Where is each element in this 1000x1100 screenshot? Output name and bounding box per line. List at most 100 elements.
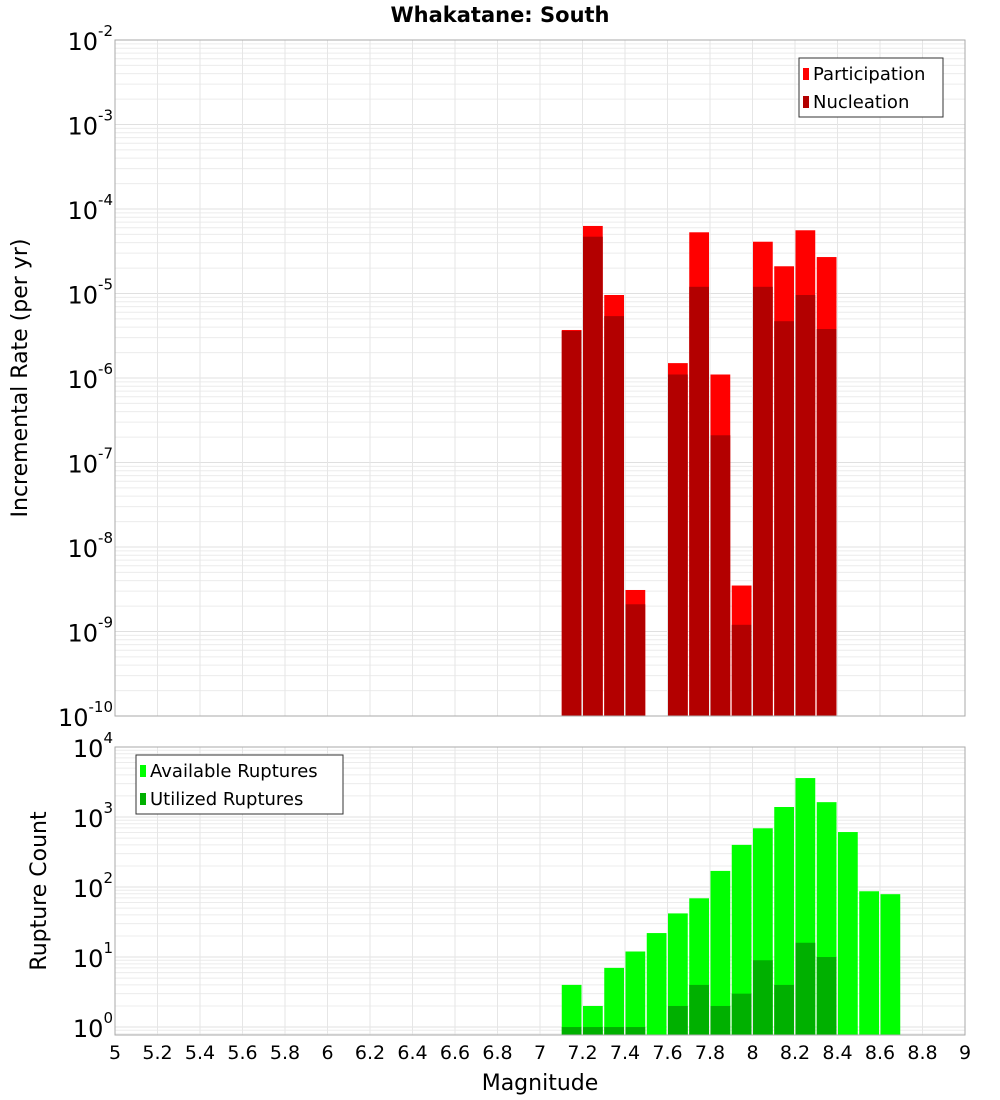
x-tick-label: 5.6 [227, 1042, 257, 1064]
y-tick-label: 10-6 [67, 360, 113, 394]
bar-nucleation [731, 624, 752, 716]
bar-utilized-ruptures [561, 1027, 582, 1035]
y-tick-exponent: -10 [89, 698, 114, 716]
legend-box [798, 57, 944, 118]
x-tick-label: 5.2 [142, 1042, 172, 1064]
plot-border [114, 746, 966, 1036]
x-tick-label: 6.6 [440, 1042, 470, 1064]
legend-swatch [140, 793, 146, 805]
x-tick-label: 8.2 [780, 1042, 810, 1064]
y-tick-label: 10-3 [67, 107, 113, 141]
top-y-axis-label: Incremental Rate (per yr) [8, 239, 33, 518]
legend-label: Nucleation [813, 92, 909, 113]
y-tick-exponent: 4 [103, 729, 113, 747]
x-tick-label: 5 [109, 1042, 121, 1064]
bar-utilized-ruptures [583, 1027, 603, 1035]
bar-nucleation [604, 316, 624, 716]
y-tick-label: 10-9 [67, 614, 113, 648]
bar-nucleation [583, 236, 603, 716]
bar-nucleation [753, 286, 773, 716]
x-tick-label: 6.2 [355, 1042, 385, 1064]
x-tick-label: 8.8 [907, 1042, 937, 1064]
bar-nucleation [625, 604, 646, 716]
x-tick-label: 8 [746, 1042, 758, 1064]
y-tick-exponent: -8 [98, 529, 113, 547]
legend-label: Utilized Ruptures [150, 789, 303, 810]
bar-utilized-ruptures [689, 984, 709, 1035]
y-tick-label: 104 [73, 729, 113, 763]
y-tick-label: 101 [73, 939, 113, 973]
y-tick-label: 10-10 [58, 698, 113, 732]
bar-available-ruptures [668, 913, 688, 1035]
bar-available-ruptures [774, 807, 794, 1035]
bar-nucleation [816, 329, 837, 716]
bar-available-ruptures [710, 870, 731, 1035]
y-tick-label: 10-8 [67, 529, 113, 563]
x-tick-label: 7.6 [652, 1042, 682, 1064]
x-tick-label: 7.4 [610, 1042, 640, 1064]
legend-label: Available Ruptures [150, 761, 318, 782]
bar-available-ruptures [625, 951, 646, 1035]
y-tick-exponent: -4 [98, 191, 113, 209]
bar-utilized-ruptures [731, 993, 752, 1035]
legend-swatch [140, 765, 146, 777]
legend: Participation Nucleation [798, 57, 944, 118]
bar-nucleation [668, 374, 688, 716]
legend: Available Ruptures Utilized Ruptures [135, 754, 344, 815]
bar-utilized-ruptures [604, 1027, 624, 1035]
y-tick-exponent: -7 [98, 445, 113, 463]
x-tick-label: 7 [534, 1042, 546, 1064]
y-tick-label: 10-5 [67, 276, 113, 310]
bar-utilized-ruptures [753, 960, 773, 1035]
bar-available-ruptures [838, 832, 858, 1035]
y-tick-label: 103 [73, 799, 113, 833]
chart-title: Whakatane: South [390, 3, 609, 27]
y-tick-exponent: 3 [103, 799, 113, 817]
x-tick-label: 5.8 [270, 1042, 300, 1064]
bar-nucleation [710, 435, 731, 716]
y-tick-exponent: 0 [103, 1009, 113, 1027]
y-tick-exponent: -6 [98, 360, 113, 378]
bar-available-ruptures [859, 891, 879, 1035]
y-tick-exponent: -9 [98, 614, 113, 632]
x-tick-label: 6.8 [482, 1042, 512, 1064]
plot-border [114, 39, 966, 717]
bottom-y-axis-label: Rupture Count [27, 811, 52, 971]
legend-label: Participation [813, 64, 925, 85]
x-tick-label: 9 [959, 1042, 971, 1064]
bar-available-ruptures [604, 967, 624, 1035]
legend-box [135, 754, 344, 815]
x-tick-label: 7.2 [567, 1042, 597, 1064]
bar-available-ruptures [731, 844, 752, 1035]
y-tick-label: 10-2 [67, 22, 113, 56]
bar-utilized-ruptures [625, 1027, 646, 1035]
legend-swatch [803, 96, 809, 108]
rate-panel: 10-10 10-9 10-8 10-7 10-6 10-5 10-4 10-3 10-2 Par… [58, 22, 966, 732]
y-tick-exponent: -2 [98, 22, 113, 40]
bar-nucleation [689, 286, 709, 716]
y-tick-exponent: -5 [98, 276, 113, 294]
bar-utilized-ruptures [795, 942, 816, 1035]
legend-swatch [803, 68, 809, 80]
x-tick-label: 6.4 [397, 1042, 427, 1064]
y-tick-label: 10-7 [67, 445, 113, 479]
bar-available-ruptures [561, 984, 582, 1035]
x-tick-label: 5.4 [185, 1042, 215, 1064]
x-tick-label: 7.8 [695, 1042, 725, 1064]
y-tick-label: 100 [73, 1009, 113, 1043]
bar-available-ruptures [646, 933, 667, 1035]
bar-utilized-ruptures [774, 984, 794, 1035]
y-tick-exponent: 1 [103, 939, 113, 957]
bar-available-ruptures [880, 894, 901, 1035]
bar-nucleation [774, 321, 794, 716]
bar-nucleation [795, 294, 816, 716]
x-tick-label: 8.6 [865, 1042, 895, 1064]
bar-nucleation [561, 330, 582, 716]
y-tick-label: 10-4 [67, 191, 113, 225]
y-tick-exponent: -3 [98, 107, 113, 125]
x-tick-label: 8.4 [822, 1042, 852, 1064]
x-tick-label: 6 [321, 1042, 333, 1064]
bar-utilized-ruptures [668, 1005, 688, 1035]
